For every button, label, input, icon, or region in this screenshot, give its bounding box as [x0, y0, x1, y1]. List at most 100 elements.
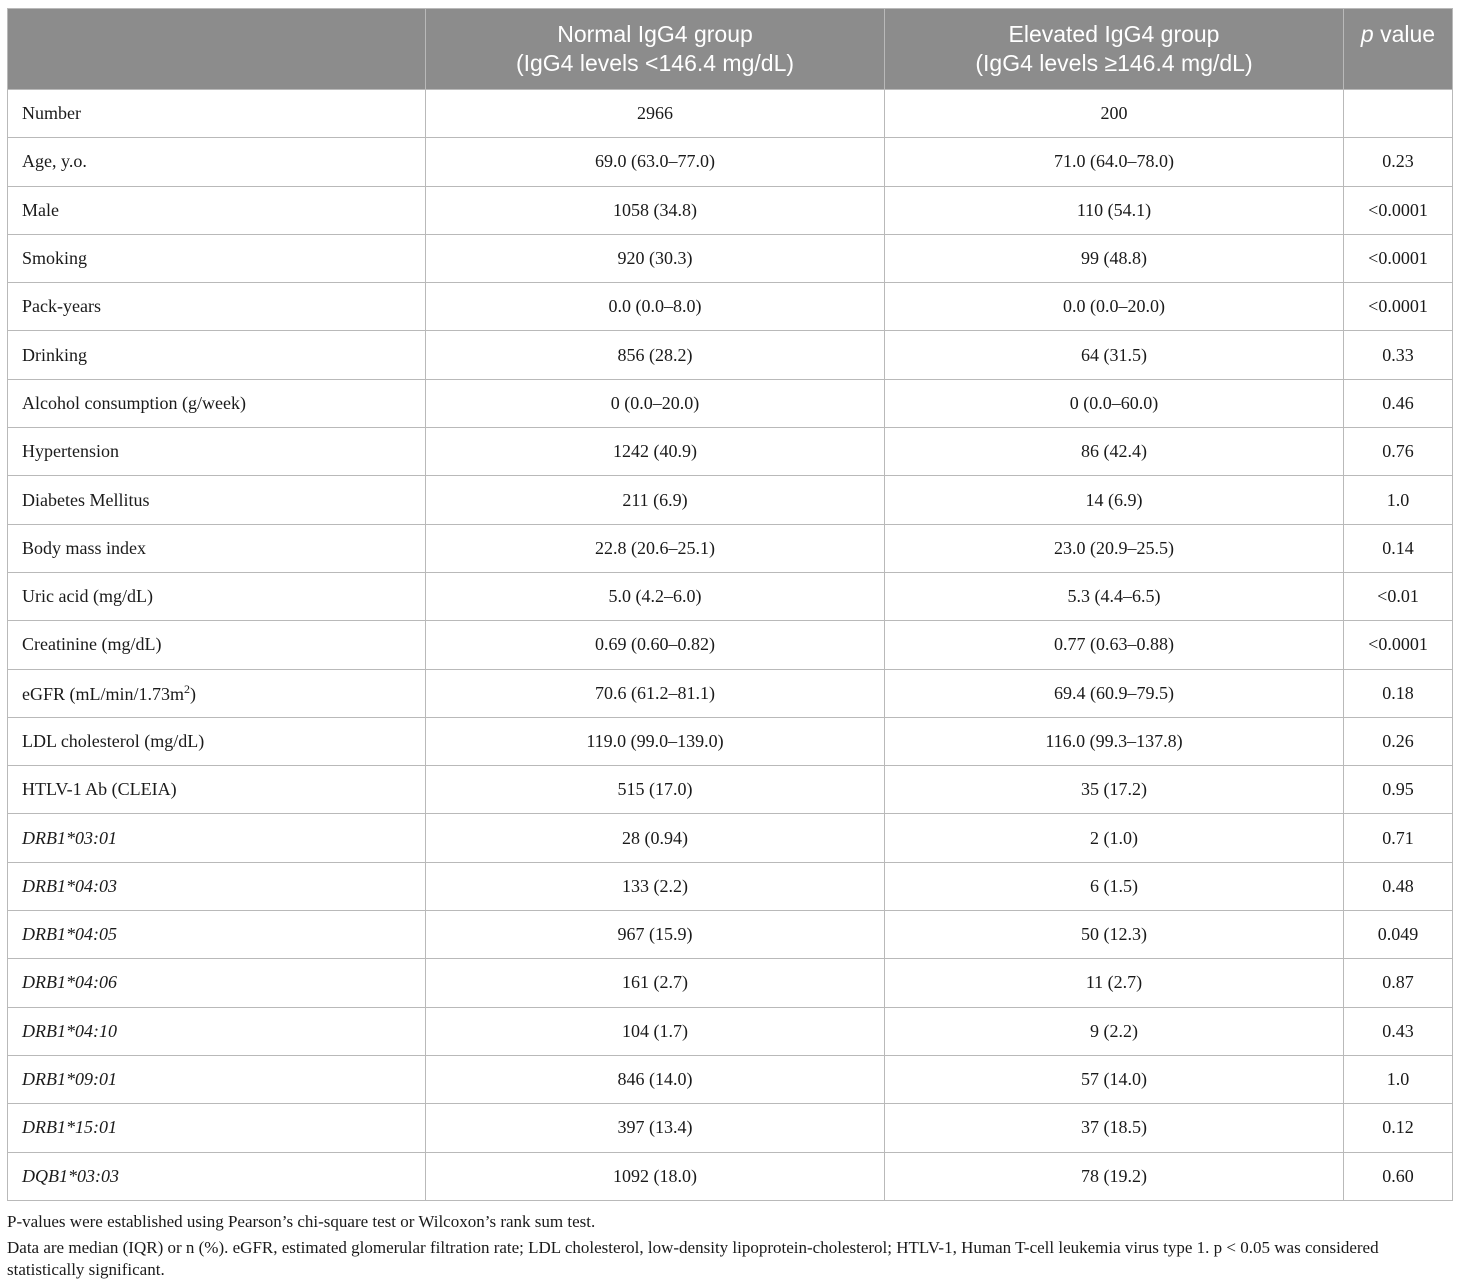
row-label: Alcohol consumption (g/week)	[22, 392, 246, 413]
normal-group-value: 69.0 (63.0–77.0)	[425, 137, 885, 187]
row-label-cell: Alcohol consumption (g/week)	[7, 378, 426, 429]
p-value: 1.0	[1343, 1054, 1453, 1105]
elevated-group-value: 57 (14.0)	[884, 1054, 1344, 1105]
elevated-group-value: 37 (18.5)	[884, 1103, 1344, 1153]
row-label-cell: Number	[7, 88, 426, 139]
row-label: Creatinine (mg/dL)	[22, 634, 162, 655]
elevated-group-value: 11 (2.7)	[884, 958, 1344, 1008]
header-elevated-title: Elevated IgG4 group	[1008, 21, 1220, 47]
p-value	[1343, 88, 1453, 139]
p-value: <0.0001	[1343, 282, 1453, 332]
header-normal-group: Normal IgG4 group (IgG4 levels <146.4 mg…	[425, 8, 885, 90]
table-row: Diabetes Mellitus 211 (6.9) 14 (6.9) 1.0	[7, 475, 1453, 525]
p-value: <0.0001	[1343, 185, 1453, 235]
table-row: HTLV-1 Ab (CLEIA) 515 (17.0) 35 (17.2) 0.95	[7, 765, 1453, 815]
p-value: <0.01	[1343, 571, 1453, 622]
elevated-group-value: 5.3 (4.4–6.5)	[884, 571, 1344, 622]
table-body: Number 2966 200 Age, y.o. 69.0 (63.0–77.0) 71…	[7, 88, 1453, 1201]
row-label-cell: Body mass index	[7, 523, 426, 573]
row-label-superscript: 2	[184, 681, 190, 696]
p-value: 0.18	[1343, 668, 1453, 718]
row-label: HTLV-1 Ab (CLEIA)	[22, 779, 177, 800]
normal-group-value: 0 (0.0–20.0)	[425, 378, 885, 429]
normal-group-value: 70.6 (61.2–81.1)	[425, 668, 885, 718]
normal-group-value: 1058 (34.8)	[425, 185, 885, 235]
header-elevated-subtitle: (IgG4 levels ≥146.4 mg/dL)	[975, 50, 1253, 76]
normal-group-value: 1092 (18.0)	[425, 1151, 885, 1201]
header-normal-title: Normal IgG4 group	[557, 21, 753, 47]
row-label: Hypertension	[22, 441, 119, 462]
elevated-group-value: 69.4 (60.9–79.5)	[884, 668, 1344, 718]
row-label: Body mass index	[22, 537, 146, 558]
header-row: Normal IgG4 group (IgG4 levels <146.4 mg…	[7, 8, 1453, 90]
row-label: DRB1*04:03	[22, 875, 117, 896]
header-normal-subtitle: (IgG4 levels <146.4 mg/dL)	[515, 50, 795, 76]
row-label: Drinking	[22, 344, 87, 365]
table-row: Hypertension 1242 (40.9) 86 (42.4) 0.76	[7, 427, 1453, 477]
table-row: LDL cholesterol (mg/dL) 119.0 (99.0–139.0…	[7, 716, 1453, 767]
row-label-cell: Drinking	[7, 330, 426, 380]
table-row: Age, y.o. 69.0 (63.0–77.0) 71.0 (64.0–78.0…	[7, 137, 1453, 187]
elevated-group-value: 99 (48.8)	[884, 233, 1344, 284]
row-label-cell: DRB1*04:10	[7, 1006, 426, 1056]
row-label: eGFR (mL/min/1.73m	[22, 683, 184, 704]
normal-group-value: 211 (6.9)	[425, 475, 885, 525]
row-label-cell: Age, y.o.	[7, 137, 426, 187]
p-value: 0.87	[1343, 958, 1453, 1008]
normal-group-value: 967 (15.9)	[425, 910, 885, 960]
p-value: <0.0001	[1343, 620, 1453, 670]
elevated-group-value: 14 (6.9)	[884, 475, 1344, 525]
row-label: DQB1*03:03	[22, 1165, 119, 1186]
row-label-cell: Hypertension	[7, 427, 426, 477]
row-label: Diabetes Mellitus	[22, 489, 150, 510]
row-label-cell: Uric acid (mg/dL)	[7, 571, 426, 622]
row-label-cell: DRB1*03:01	[7, 813, 426, 863]
header-elevated-group: Elevated IgG4 group (IgG4 levels ≥146.4 …	[884, 8, 1344, 90]
normal-group-value: 1242 (40.9)	[425, 427, 885, 477]
row-label-cell: DQB1*03:03	[7, 1151, 426, 1201]
table-row: eGFR (mL/min/1.73m2) 70.6 (61.2–81.1) 69.4…	[7, 668, 1453, 718]
table-row: DRB1*09:01 846 (14.0) 57 (14.0) 1.0	[7, 1054, 1453, 1105]
row-label: DRB1*15:01	[22, 1117, 117, 1138]
elevated-group-value: 200	[884, 88, 1344, 139]
p-value: 0.33	[1343, 330, 1453, 380]
row-label-suffix: )	[190, 683, 196, 704]
table-row: Male 1058 (34.8) 110 (54.1) <0.0001	[7, 185, 1453, 235]
p-value: 0.12	[1343, 1103, 1453, 1153]
row-label-cell: Smoking	[7, 233, 426, 284]
row-label-cell: HTLV-1 Ab (CLEIA)	[7, 765, 426, 815]
p-value: 0.48	[1343, 861, 1453, 912]
row-label-cell: DRB1*04:05	[7, 910, 426, 960]
elevated-group-value: 6 (1.5)	[884, 861, 1344, 912]
header-p-italic: p	[1360, 21, 1374, 47]
row-label: Pack-years	[22, 296, 101, 317]
table-row: DRB1*03:01 28 (0.94) 2 (1.0) 0.71	[7, 813, 1453, 863]
normal-group-value: 846 (14.0)	[425, 1054, 885, 1105]
footnote-abbreviations: Data are median (IQR) or n (%). eGFR, es…	[7, 1238, 1379, 1279]
elevated-group-value: 0.0 (0.0–20.0)	[884, 282, 1344, 332]
elevated-group-value: 64 (31.5)	[884, 330, 1344, 380]
row-label-cell: LDL cholesterol (mg/dL)	[7, 716, 426, 767]
normal-group-value: 28 (0.94)	[425, 813, 885, 863]
p-value: 0.46	[1343, 378, 1453, 429]
elevated-group-value: 9 (2.2)	[884, 1006, 1344, 1056]
elevated-group-value: 23.0 (20.9–25.5)	[884, 523, 1344, 573]
row-label-cell: Male	[7, 185, 426, 235]
row-label: LDL cholesterol (mg/dL)	[22, 731, 205, 751]
row-label: Number	[22, 103, 81, 124]
table-row: Uric acid (mg/dL) 5.0 (4.2–6.0) 5.3 (4.4–6…	[7, 571, 1453, 622]
elevated-group-value: 110 (54.1)	[884, 185, 1344, 235]
elevated-group-value: 116.0 (99.3–137.8)	[884, 716, 1344, 767]
data-table: Normal IgG4 group (IgG4 levels <146.4 mg…	[7, 8, 1453, 1201]
p-value: 1.0	[1343, 475, 1453, 525]
row-label: DRB1*04:06	[22, 972, 117, 993]
normal-group-value: 397 (13.4)	[425, 1103, 885, 1153]
normal-group-value: 2966	[425, 88, 885, 139]
normal-group-value: 161 (2.7)	[425, 958, 885, 1008]
table-row: Smoking 920 (30.3) 99 (48.8) <0.0001	[7, 233, 1453, 284]
table-row: DRB1*04:10 104 (1.7) 9 (2.2) 0.43	[7, 1006, 1453, 1056]
row-label-cell: Creatinine (mg/dL)	[7, 620, 426, 670]
row-label-cell: Pack-years	[7, 282, 426, 332]
table-row: Number 2966 200	[7, 88, 1453, 139]
elevated-group-value: 71.0 (64.0–78.0)	[884, 137, 1344, 187]
